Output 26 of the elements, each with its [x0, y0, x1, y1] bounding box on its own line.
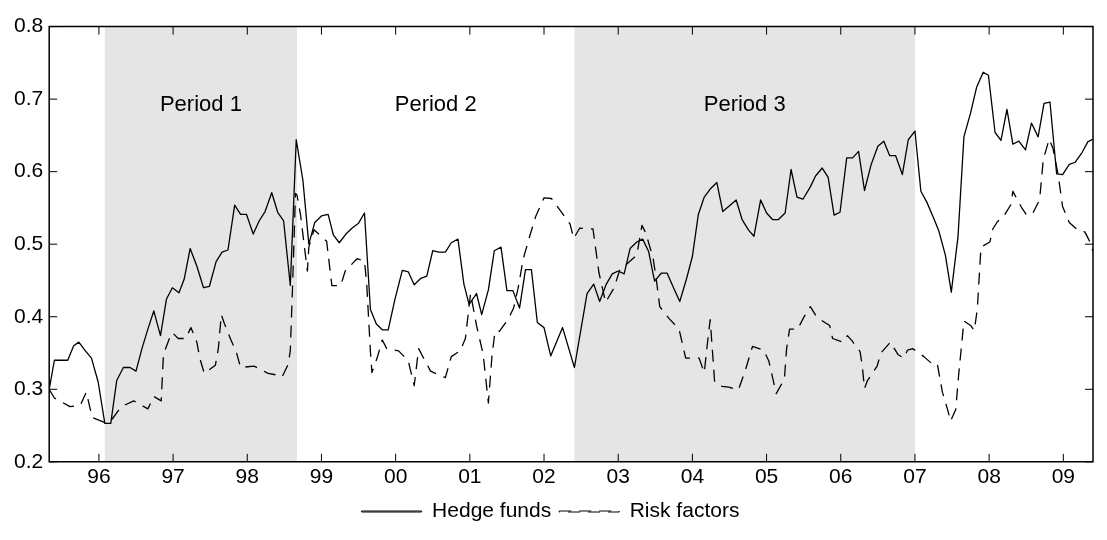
y-tick-label: 0.5	[13, 231, 44, 254]
legend-label: Risk factors	[629, 498, 740, 522]
x-tick-label: 96	[87, 464, 111, 488]
x-tick-label: 00	[383, 464, 408, 488]
x-tick-label: 01	[458, 464, 482, 488]
band-label: Period 3	[703, 90, 786, 116]
annotation: Period 2	[394, 90, 477, 116]
x-tick-label: 02	[532, 464, 556, 488]
x-tick-label: 08	[977, 464, 1001, 488]
x-tick-label: 09	[1051, 464, 1076, 488]
y-tick-label: 0.4	[13, 303, 44, 327]
y-tick-label: 0.2	[13, 448, 44, 472]
x-tick-label: 98	[235, 464, 259, 488]
x-tick-label: 05	[754, 464, 779, 488]
y-tick-label: 0.8	[13, 13, 44, 37]
x-tick-label: 97	[161, 464, 185, 488]
x-tick-label: 99	[309, 464, 334, 488]
y-tick-label: 0.3	[13, 376, 44, 400]
x-tick-label: 04	[680, 464, 705, 488]
x-tick-label: 07	[903, 464, 927, 488]
y-tick-label: 0.6	[13, 158, 44, 182]
band-label: Period 1	[159, 90, 242, 116]
legend-label: Hedge funds	[432, 498, 552, 522]
x-tick-label: 03	[606, 464, 630, 488]
y-tick-label: 0.7	[13, 85, 44, 109]
x-tick-label: 06	[829, 464, 853, 488]
